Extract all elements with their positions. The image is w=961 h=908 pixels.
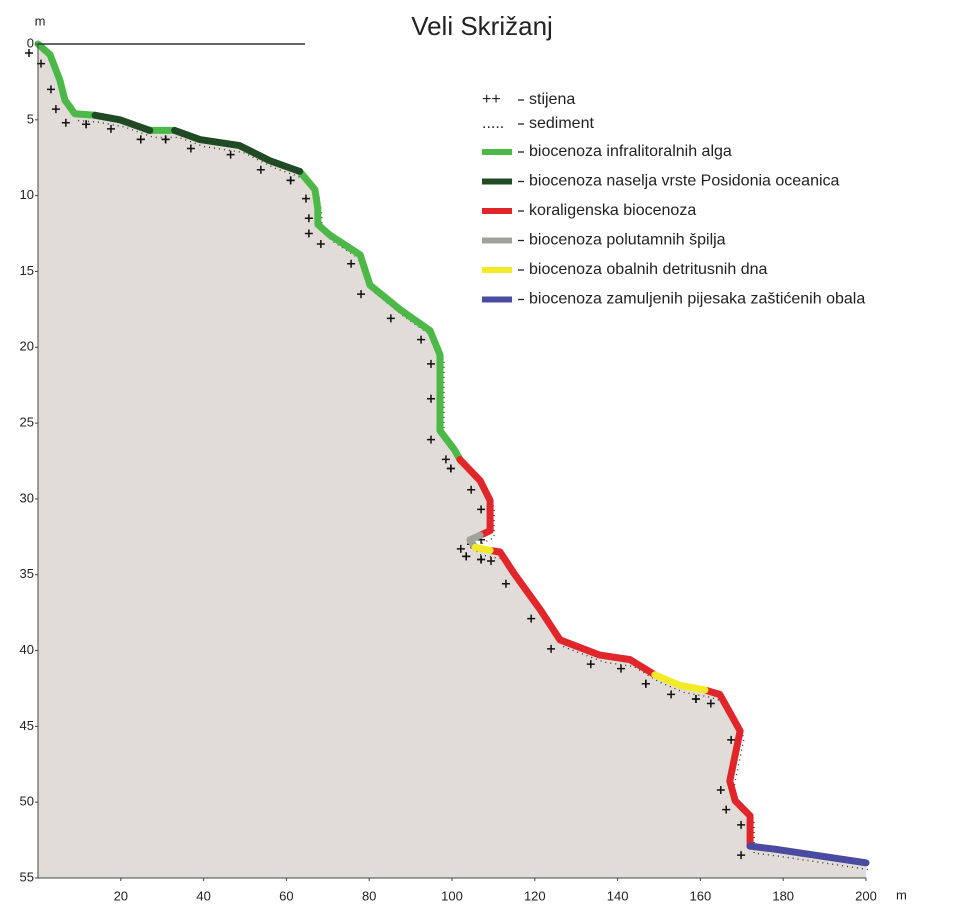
x-tick-label: 80 <box>362 888 376 903</box>
rock-cross <box>737 820 746 829</box>
rock-cross <box>46 85 55 94</box>
rock-cross <box>667 690 676 699</box>
rock-cross <box>186 144 195 153</box>
rock-cross <box>347 259 356 268</box>
rock-cross <box>487 556 496 565</box>
rock-cross <box>456 544 465 553</box>
x-tick-label: 20 <box>114 888 128 903</box>
rock-cross <box>477 555 486 564</box>
profile-layer <box>34 40 870 867</box>
rock-cross <box>547 644 556 653</box>
x-tick-label: 40 <box>196 888 210 903</box>
rock-cross <box>501 579 510 588</box>
profile-segment <box>746 842 870 867</box>
ground <box>38 44 866 878</box>
rock-cross <box>737 851 746 860</box>
profile-segment <box>91 111 304 175</box>
rock-cross <box>256 165 265 174</box>
rock-cross <box>25 49 33 57</box>
rock-cross <box>61 118 70 127</box>
rock-cross <box>641 679 650 688</box>
y-tick-label: 10 <box>20 187 34 202</box>
profile-segment <box>471 543 709 694</box>
legend-label: koraligenska biocenoza <box>529 202 696 219</box>
rock-cross <box>586 660 595 669</box>
x-tick-label: 100 <box>441 888 463 903</box>
legend: ++ stijena..... sediment biocenoza infralit… <box>482 91 865 308</box>
y-axis-label: m <box>35 13 46 28</box>
rock-cross <box>286 176 295 185</box>
rock-cross <box>446 464 455 473</box>
rock-cross <box>301 194 310 203</box>
legend-symbol: ..... <box>482 115 504 132</box>
legend-label: biocenoza zamuljenih pijesaka zaštićenih… <box>529 291 865 308</box>
profile-segment <box>34 40 464 463</box>
x-tick-label: 60 <box>279 888 293 903</box>
x-tick-label: 200 <box>855 888 877 903</box>
rock-cross <box>727 735 736 744</box>
profile-segment <box>456 455 754 850</box>
y-tick-label: 40 <box>20 642 34 657</box>
rock-cross <box>441 455 450 464</box>
y-tick-label: 45 <box>20 718 34 733</box>
rock-cross <box>617 664 626 673</box>
legend-label: biocenoza polutamnih špilja <box>529 232 726 249</box>
rock-cross <box>386 314 395 323</box>
y-tick-label: 0 <box>27 35 34 50</box>
chart-title: Veli Skrižanj <box>411 11 553 41</box>
x-tick-label: 160 <box>690 888 712 903</box>
rock-cross <box>357 290 366 299</box>
rock-cross <box>426 394 435 403</box>
y-tick-label: 20 <box>20 339 34 354</box>
rock-cross <box>304 229 313 238</box>
rock-cross <box>716 785 725 794</box>
rock-cross <box>226 150 235 159</box>
x-tick-label: 120 <box>524 888 546 903</box>
x-tick-label: 140 <box>607 888 629 903</box>
rock-cross <box>161 135 170 144</box>
rock-cross <box>477 505 486 514</box>
legend-label: biocenoza naselja vrste Posidonia oceani… <box>529 173 840 190</box>
legend-label: biocenoza obalnih detritusnih dna <box>529 261 768 278</box>
rock-cross <box>462 552 471 561</box>
rock-cross <box>527 614 536 623</box>
rock-cross <box>316 240 325 249</box>
rock-cross <box>426 359 435 368</box>
rock-cross <box>691 694 700 703</box>
legend-symbol: ++ <box>482 91 501 108</box>
rock-cross <box>106 124 115 133</box>
rock-cross <box>417 335 426 344</box>
x-axis-label: m <box>896 887 907 902</box>
rock-cross <box>706 699 715 708</box>
y-tick-label: 35 <box>20 566 34 581</box>
rock-cross <box>304 214 313 223</box>
rock-cross <box>51 105 60 114</box>
legend-label: sediment <box>529 115 594 132</box>
y-tick-label: 5 <box>27 111 34 126</box>
rock-cross <box>426 435 435 444</box>
rock-cross <box>136 135 145 144</box>
y-tick-label: 15 <box>20 263 34 278</box>
x-tick-label: 180 <box>772 888 794 903</box>
ground-layer <box>25 44 871 878</box>
rock-cross <box>722 805 731 814</box>
rock-cross <box>82 120 91 129</box>
y-tick-label: 30 <box>20 490 34 505</box>
y-tick-label: 50 <box>20 794 34 809</box>
y-tick-label: 55 <box>20 869 34 884</box>
legend-label: stijena <box>529 91 575 108</box>
axes-layer: 0 5 10 15 20 25 30 35 40 45 50 55 20 40 60 80 100 120 140 1… <box>20 35 877 903</box>
y-tick-label: 25 <box>20 415 34 430</box>
rock-cross <box>467 485 476 494</box>
legend-label: biocenoza infralitoralnih alga <box>529 143 732 160</box>
